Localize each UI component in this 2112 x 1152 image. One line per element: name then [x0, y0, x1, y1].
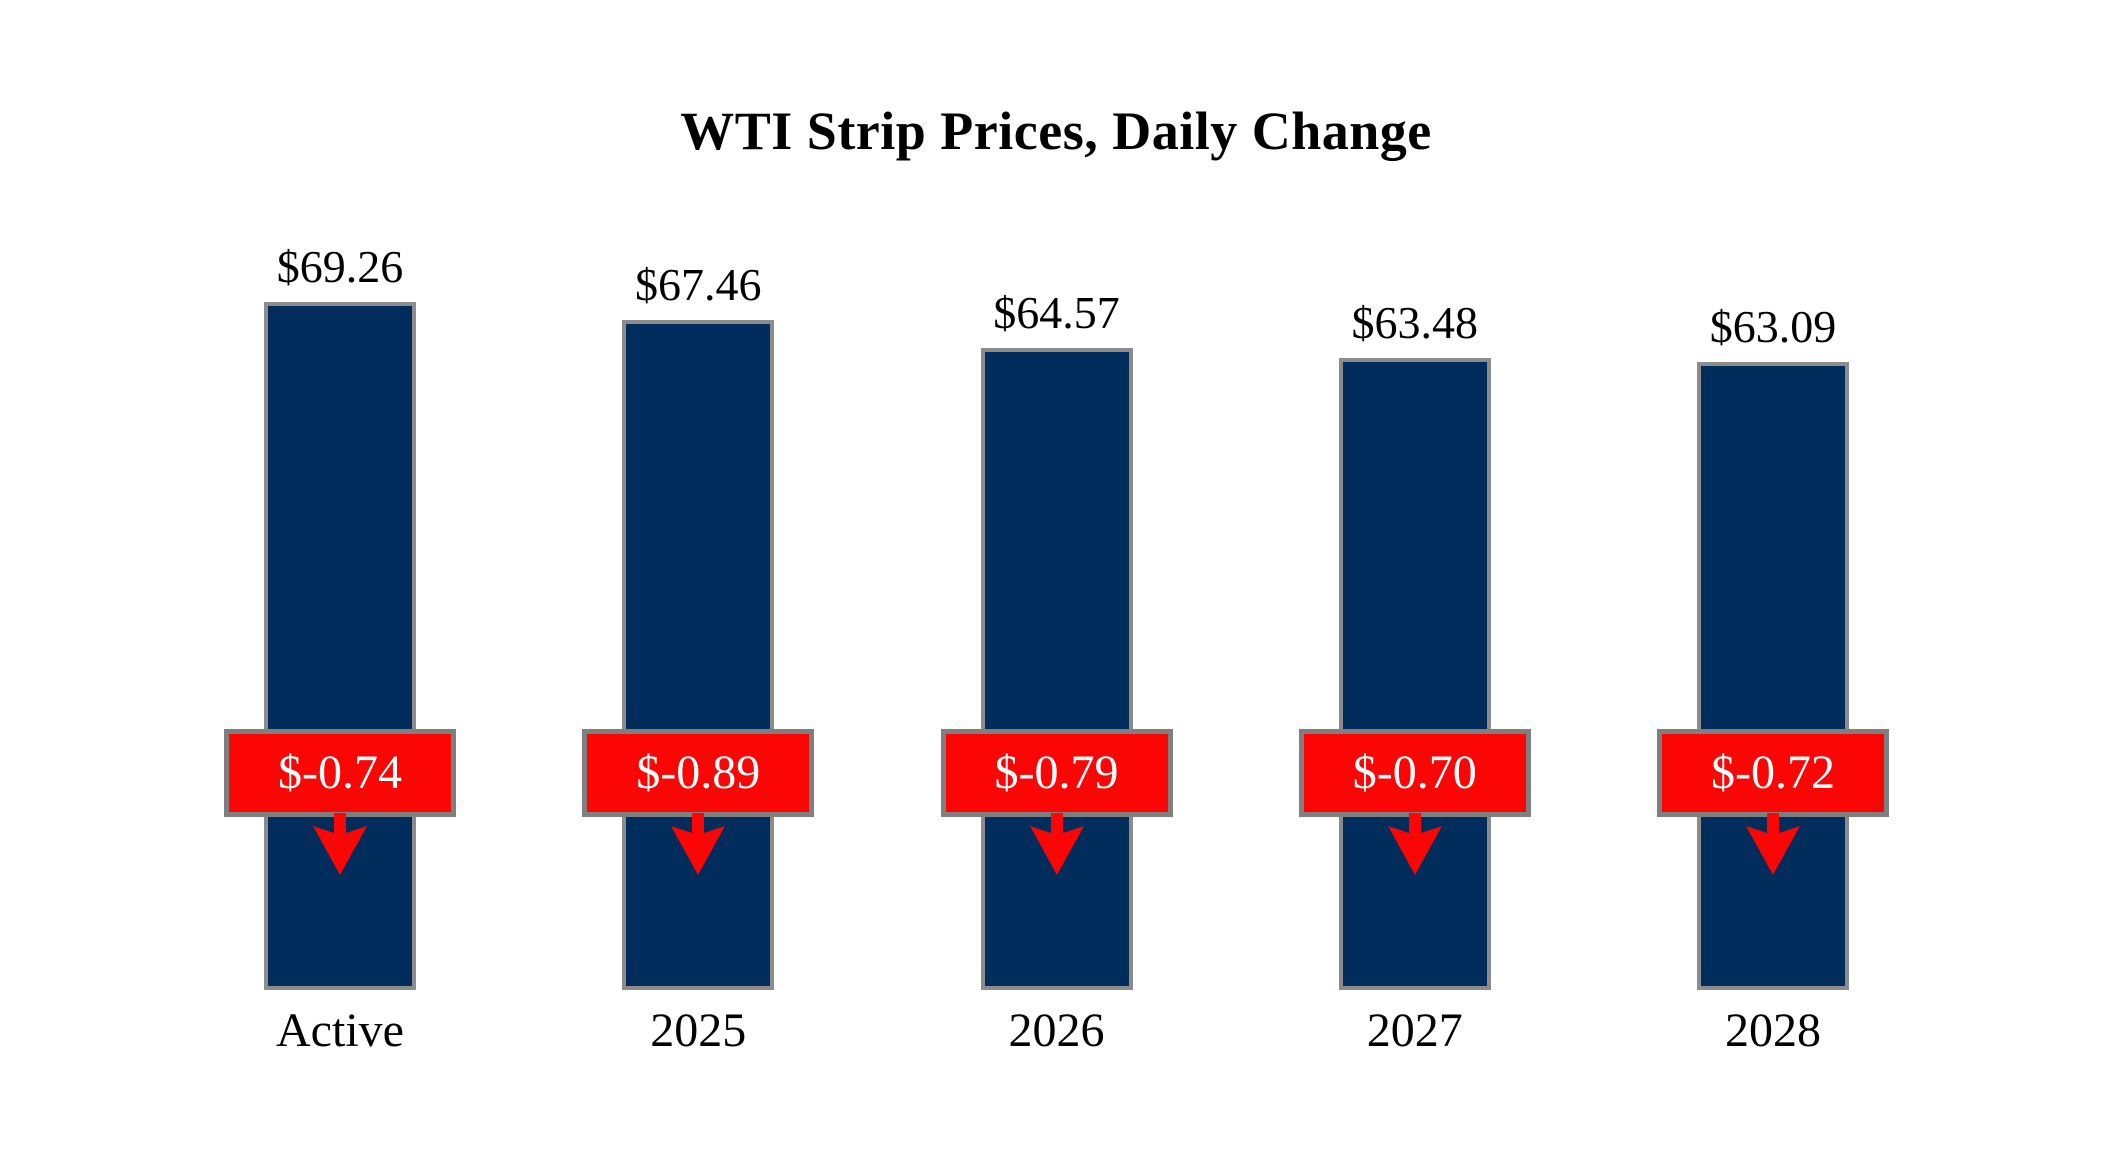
category-label: 2027 [1366, 1004, 1463, 1057]
daily-change-label: $-0.72 [1711, 746, 1835, 799]
daily-change-label: $-0.79 [994, 746, 1119, 799]
price-label: $67.46 [635, 258, 762, 310]
daily-change-box: $-0.72 [1657, 729, 1889, 817]
category-label: 2025 [650, 1004, 747, 1057]
category-label: 2028 [1725, 1004, 1821, 1057]
category-label: 2026 [1008, 1004, 1105, 1057]
bar [980, 347, 1133, 990]
down-arrow-icon [671, 813, 726, 875]
down-arrow-icon [1387, 813, 1442, 875]
down-arrow-icon [1029, 813, 1084, 875]
price-label: $69.26 [276, 241, 404, 293]
bar [264, 302, 416, 990]
price-label: $63.09 [1709, 301, 1837, 353]
daily-change-label: $-0.74 [278, 746, 402, 799]
chart-title: WTI Strip Prices, Daily Change [680, 101, 1432, 161]
category-label: Active [276, 1004, 404, 1057]
price-label: $63.48 [1351, 297, 1479, 349]
daily-change-box: $-0.70 [1298, 729, 1531, 817]
daily-change-label: $-0.89 [636, 746, 761, 799]
bar [622, 319, 775, 990]
daily-change-label: $-0.70 [1352, 746, 1477, 799]
down-arrow-icon [313, 813, 367, 875]
bar [1338, 358, 1491, 990]
price-label: $64.57 [993, 286, 1120, 338]
daily-change-box: $-0.79 [940, 729, 1173, 817]
down-arrow-icon [1746, 813, 1800, 875]
daily-change-box: $-0.89 [582, 729, 815, 817]
daily-change-box: $-0.74 [224, 729, 456, 817]
bar [1697, 362, 1849, 990]
